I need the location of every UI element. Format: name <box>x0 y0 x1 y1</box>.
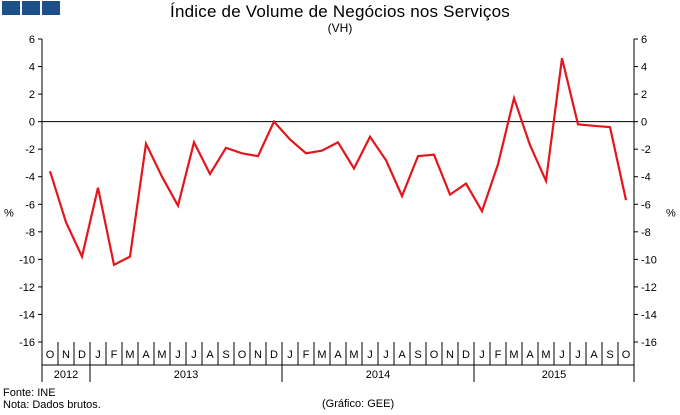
y-tick-label-left: -2 <box>25 144 35 156</box>
y-tick-label-left: 4 <box>29 62 35 74</box>
x-tick-label: D <box>462 349 470 361</box>
x-tick-label: J <box>383 349 389 361</box>
x-tick-label: F <box>495 349 502 361</box>
chart-title: Índice de Volume de Negócios nos Serviço… <box>170 2 510 21</box>
y-tick-label-right: -14 <box>641 309 657 321</box>
y-tick-label-left: 0 <box>29 117 35 129</box>
x-tick-label: J <box>287 349 293 361</box>
x-tick-label: M <box>317 349 326 361</box>
x-tick-label: J <box>191 349 197 361</box>
x-tick-label: M <box>157 349 166 361</box>
x-tick-label: F <box>303 349 310 361</box>
x-tick-label: J <box>95 349 101 361</box>
x-year-label: 2014 <box>366 369 390 381</box>
x-tick-label: O <box>622 349 631 361</box>
x-year-label: 2012 <box>54 369 78 381</box>
x-tick-label: M <box>541 349 550 361</box>
chart-subtitle: (VH) <box>327 21 353 35</box>
y-tick-label-right: 4 <box>641 62 647 74</box>
x-tick-label: M <box>349 349 358 361</box>
x-tick-label: A <box>398 349 406 361</box>
y-tick-label-right: -2 <box>641 144 651 156</box>
logo-square <box>22 1 40 15</box>
x-tick-label: O <box>238 349 247 361</box>
y-tick-label-right: -6 <box>641 199 651 211</box>
y-tick-label-right: -8 <box>641 227 651 239</box>
y-axis-label-left: % <box>4 208 14 220</box>
x-tick-label: J <box>575 349 581 361</box>
x-tick-label: D <box>270 349 278 361</box>
x-tick-label: O <box>430 349 439 361</box>
y-tick-label-right: 6 <box>641 34 647 46</box>
x-tick-label: D <box>78 349 86 361</box>
x-tick-label: S <box>414 349 421 361</box>
x-tick-label: J <box>175 349 181 361</box>
x-tick-label: M <box>509 349 518 361</box>
x-tick-label: S <box>606 349 613 361</box>
series-line <box>48 58 628 267</box>
x-tick-label: N <box>62 349 70 361</box>
x-tick-label: F <box>111 349 118 361</box>
source-note: Fonte: INE <box>3 387 56 399</box>
x-tick-label: A <box>334 349 342 361</box>
x-tick-label: J <box>367 349 373 361</box>
y-tick-label-left: -16 <box>19 337 35 349</box>
y-tick-label-right: 2 <box>641 89 647 101</box>
x-tick-label: N <box>446 349 454 361</box>
y-tick-label-right: -16 <box>641 337 657 349</box>
x-tick-label: N <box>254 349 262 361</box>
y-tick-label-left: -8 <box>25 227 35 239</box>
logo-square <box>2 1 20 15</box>
y-tick-label-left: -12 <box>19 282 35 294</box>
x-tick-label: M <box>125 349 134 361</box>
y-tick-label-left: 2 <box>29 89 35 101</box>
y-tick-label-left: -10 <box>19 254 35 266</box>
y-tick-label-right: 0 <box>641 117 647 129</box>
x-tick-label: A <box>526 349 534 361</box>
chart-credit: (Gráfico: GEE) <box>322 398 395 410</box>
logo-square <box>42 1 60 15</box>
data-note: Nota: Dados brutos. <box>3 399 101 411</box>
y-tick-label-right: -4 <box>641 172 651 184</box>
y-tick-label-left: -6 <box>25 199 35 211</box>
x-tick-label: A <box>590 349 598 361</box>
y-tick-label-left: -14 <box>19 309 35 321</box>
x-tick-label: O <box>46 349 55 361</box>
y-tick-label-left: -4 <box>25 172 35 184</box>
y-tick-label-right: -10 <box>641 254 657 266</box>
logo <box>2 1 60 15</box>
y-tick-label-right: -12 <box>641 282 657 294</box>
x-tick-label: J <box>559 349 565 361</box>
x-tick-label: S <box>222 349 229 361</box>
x-year-label: 2015 <box>542 369 566 381</box>
y-axis-label-right: % <box>666 208 676 220</box>
x-tick-label: A <box>206 349 214 361</box>
x-tick-label: J <box>479 349 485 361</box>
x-tick-label: A <box>142 349 150 361</box>
x-year-label: 2013 <box>174 369 198 381</box>
y-tick-label-left: 6 <box>29 34 35 46</box>
